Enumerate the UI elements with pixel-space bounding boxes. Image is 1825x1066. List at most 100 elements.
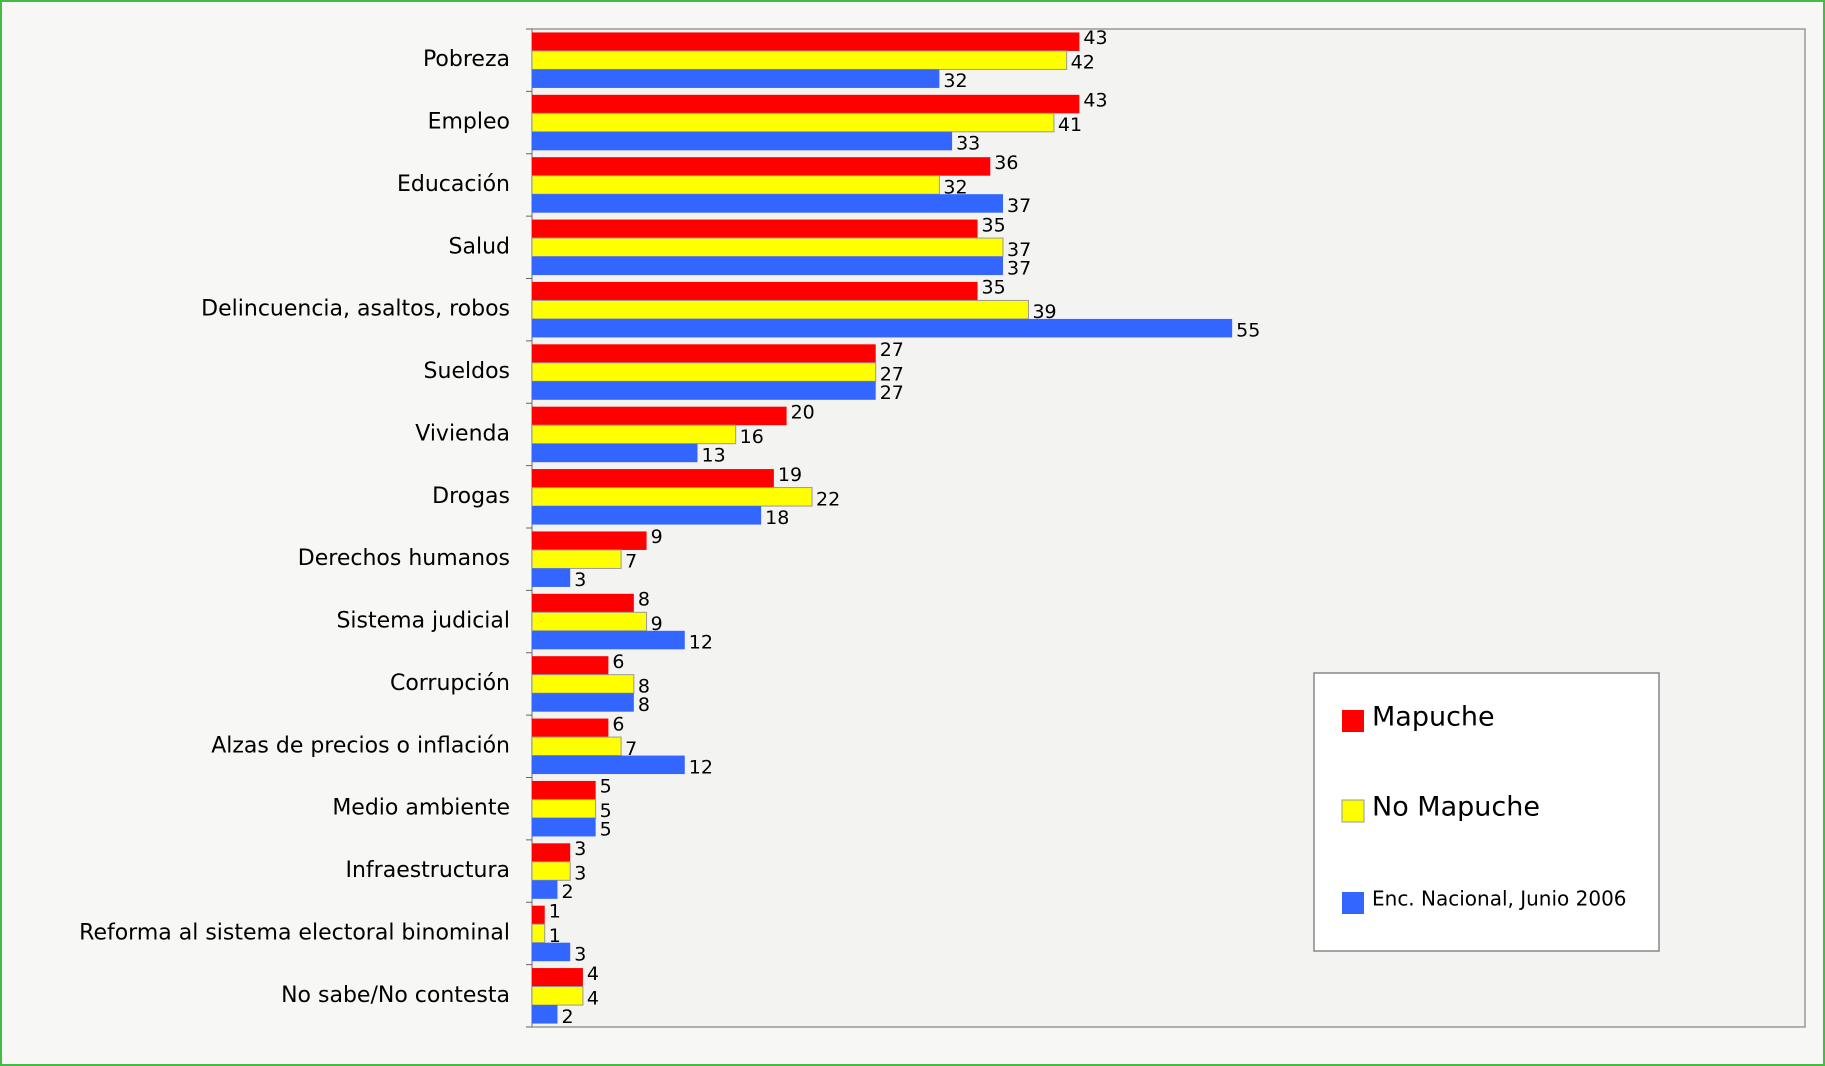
y-tick-label: Pobreza	[423, 47, 510, 72]
data-label: 43	[1083, 90, 1107, 112]
legend-box	[1313, 672, 1660, 952]
data-label: 41	[1058, 114, 1082, 136]
bar	[532, 843, 571, 862]
bar	[532, 817, 596, 837]
data-label: 1	[549, 925, 561, 947]
data-label: 12	[689, 756, 713, 778]
y-tick-label: Delincuencia, asaltos, robos	[201, 297, 510, 322]
data-label: 5	[600, 819, 612, 841]
bar	[532, 469, 774, 488]
data-label: 39	[1032, 301, 1056, 323]
bar	[532, 718, 609, 738]
y-tick-label: Derechos humanos	[298, 546, 510, 571]
data-label: 35	[982, 277, 1006, 299]
data-label: 2	[561, 1006, 573, 1028]
data-label: 4	[587, 987, 599, 1009]
bar	[531, 798, 597, 819]
bar	[531, 299, 1029, 320]
y-tick-label: Corrupción	[390, 671, 510, 696]
bar	[531, 175, 940, 195]
data-label: 35	[982, 214, 1006, 236]
data-label: 27	[880, 339, 904, 361]
y-tick-label: Salud	[449, 234, 510, 259]
bar	[531, 50, 1068, 70]
bar	[531, 549, 622, 569]
data-label: 55	[1236, 320, 1260, 342]
bar	[532, 968, 583, 987]
data-label: 36	[994, 152, 1018, 174]
bar	[532, 568, 571, 587]
data-label: 4	[587, 963, 599, 985]
data-label: 22	[816, 488, 840, 510]
data-label: 2	[561, 881, 573, 903]
data-label: 9	[651, 613, 663, 635]
bar	[532, 281, 978, 301]
bar	[532, 630, 685, 650]
data-label: 6	[612, 651, 624, 673]
data-label: 3	[574, 569, 586, 591]
bar	[531, 861, 571, 881]
legend-label: No Mapuche	[1372, 792, 1540, 823]
data-label: 7	[625, 738, 637, 760]
bar	[532, 406, 787, 426]
bar	[532, 194, 1004, 213]
y-tick-label: No sabe/No contesta	[281, 983, 510, 1008]
data-label: 32	[943, 70, 967, 92]
bar	[532, 880, 558, 899]
data-label: 42	[1071, 52, 1095, 74]
data-label: 33	[956, 133, 980, 155]
bar	[532, 693, 634, 712]
data-label: 5	[600, 776, 612, 798]
bar	[532, 443, 698, 463]
bar	[531, 674, 635, 694]
data-label: 27	[880, 364, 904, 386]
bar	[532, 157, 991, 176]
y-tick-label: Reforma al sistema electoral binominal	[79, 920, 510, 945]
bar	[531, 424, 737, 445]
y-tick-label: Empleo	[428, 110, 510, 135]
data-label: 3	[574, 838, 586, 860]
y-tick-label: Sistema judicial	[336, 609, 510, 634]
bar	[531, 362, 877, 382]
data-label: 12	[689, 632, 713, 654]
data-label: 18	[765, 507, 789, 529]
bar	[532, 32, 1080, 51]
bar	[532, 506, 762, 525]
data-label: 16	[740, 426, 764, 448]
bar	[532, 131, 953, 151]
bar	[532, 344, 876, 363]
data-label: 37	[1007, 257, 1031, 279]
bar	[532, 318, 1233, 338]
bar	[532, 780, 596, 800]
y-tick-label: Medio ambiente	[332, 796, 510, 821]
data-label: 6	[612, 713, 624, 735]
y-tick-label: Alzas de precios o inflación	[211, 733, 510, 758]
data-label: 7	[625, 551, 637, 573]
bar	[532, 656, 609, 675]
bar	[532, 755, 685, 775]
data-label: 3	[574, 943, 586, 965]
bar	[532, 69, 940, 88]
data-label: 5	[600, 800, 612, 822]
data-label: 8	[638, 694, 650, 716]
bar	[531, 611, 648, 632]
y-tick-label: Infraestructura	[345, 858, 510, 883]
bar	[531, 986, 584, 1006]
data-label: 8	[638, 589, 650, 611]
data-label: 1	[549, 900, 561, 922]
legend-label: Enc. Nacional, Junio 2006	[1372, 887, 1627, 911]
data-label: 8	[638, 675, 650, 697]
bar	[532, 531, 647, 550]
bar	[532, 256, 1004, 276]
legend-swatch	[1342, 892, 1364, 914]
data-label: 32	[943, 176, 967, 198]
bar	[532, 219, 978, 239]
y-tick-label: Vivienda	[415, 421, 510, 446]
bar	[531, 923, 546, 944]
data-label: 43	[1083, 27, 1107, 49]
bar	[531, 237, 1004, 258]
bar	[532, 381, 876, 400]
bar	[532, 593, 634, 613]
data-label: 19	[778, 464, 802, 486]
